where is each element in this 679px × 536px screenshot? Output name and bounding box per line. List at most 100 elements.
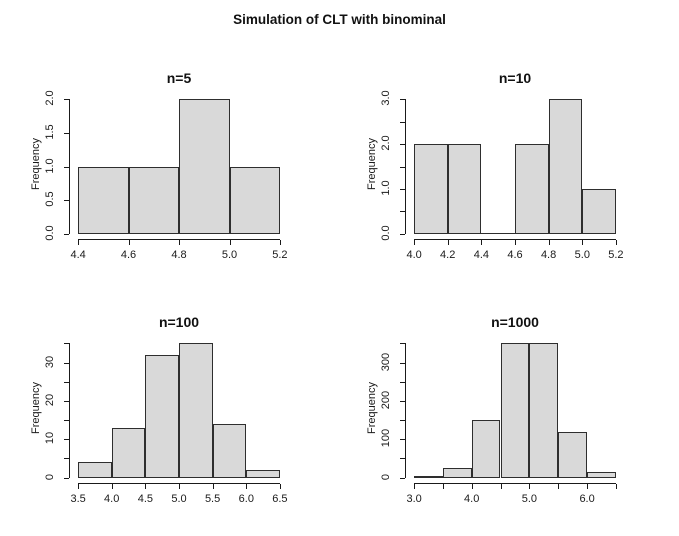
y-tick-label: 0 [44,473,56,480]
x-tick [548,240,550,245]
panel-n5: n=5 Frequency 4.4 4.6 4.8 5.0 5.2 0.0 0.5 1.0 1.… [6,48,338,286]
y-tick [64,200,69,202]
x-tick [615,484,617,489]
x-tick-label: 4.6 [120,249,137,261]
plot-area-n5: 4.4 4.6 4.8 5.0 5.2 0.0 0.5 1.0 1.5 2.0 [44,91,288,261]
x-tick [179,240,180,245]
y-tick-label: 2.0 [380,135,392,151]
histogram-bar [442,468,472,478]
y-tick-label: 0 [380,473,392,480]
x-tick-label: 5.0 [574,249,590,261]
y-tick-label: 30 [44,355,56,368]
x-tick [447,240,449,245]
x-tick-label: 4.6 [507,249,523,261]
plot-area-n10: 4.0 4.2 4.4 4.6 4.8 5.0 5.2 0.0 1.0 2.0 3.0 [380,91,624,261]
plot-area-n100: 3.5 4.0 4.5 5.0 5.5 6.0 6.5 0 10 20 30 [44,338,288,505]
x-axis-line [78,239,280,240]
y-axis-line [405,99,406,234]
x-tick [145,484,147,489]
y-tick [400,477,405,479]
histogram-bar [500,343,530,478]
y-axis-line [69,99,70,234]
x-tick-label: 5.2 [608,249,624,261]
x-tick [515,240,516,245]
panel-title-n5: n=5 [166,70,192,86]
x-tick [615,240,617,245]
x-axis-line [414,483,616,484]
x-axis-line [414,239,616,240]
y-tick [400,400,405,402]
y-tick [64,477,69,479]
x-tick [78,240,80,245]
y-axis-line [69,343,70,478]
histogram-bar [582,188,616,234]
x-tick-label: 4.8 [171,249,187,261]
x-tick [529,484,531,489]
x-tick [212,484,214,489]
x-tick-label: 6.0 [238,493,254,505]
x-tick [442,484,444,489]
y-axis-label: Frequency [30,382,42,434]
y-tick-label: 0.0 [44,224,56,241]
y-tick [400,343,405,345]
x-tick [587,484,589,489]
figure-title: Simulation of CLT with binominal [233,12,446,27]
y-tick [400,362,405,364]
y-tick [64,343,69,345]
y-tick [64,420,69,422]
x-tick-label: 4.0 [406,249,422,261]
y-tick-label: 2.0 [44,90,56,107]
y-tick [400,99,405,101]
x-tick-label: 5.0 [521,493,538,505]
x-tick [279,240,281,245]
x-tick-label: 5.0 [171,493,187,505]
y-tick [64,381,69,383]
y-tick [64,458,69,460]
y-tick [64,439,69,441]
panel-title-n10: n=10 [498,70,532,86]
y-tick [64,400,69,402]
histogram-bar [179,99,230,234]
histogram-bar-zero [481,232,515,234]
panel-title-n1000: n=1000 [491,314,539,330]
panel-title-n100: n=100 [158,314,200,330]
x-tick-label: 6.0 [579,493,595,505]
x-tick [78,484,80,489]
histogram-bar [78,166,129,234]
x-tick-label: 4.5 [137,493,154,505]
histogram-bar [548,99,583,234]
x-tick [481,240,483,245]
histogram-bar [414,144,448,234]
histogram-bar [111,427,146,478]
x-tick-label: 5.0 [221,249,238,261]
histogram-bar [229,166,280,234]
y-tick-label: 20 [44,393,56,407]
x-tick [414,240,416,245]
x-tick-label: 4.8 [540,249,557,261]
y-tick-label: 1.5 [44,124,56,140]
x-axis-line [78,483,280,484]
panel-n100: n=100 Frequency 3.5 4.0 4.5 5.0 5.5 6.0 6.5 0 10… [6,292,338,530]
y-tick-label: 0.5 [44,191,56,207]
y-tick-label: 200 [380,390,392,410]
y-tick-label: 300 [380,352,392,371]
x-tick [246,484,248,489]
plot-area-n1000: 3.0 4.0 5.0 6.0 0 100 200 300 [380,338,624,505]
x-tick [558,484,560,489]
x-tick-label: 4.2 [440,249,456,261]
x-tick [229,240,231,245]
x-tick-label: 5.2 [272,249,288,261]
histogram-bar [558,431,588,478]
x-tick [111,484,113,489]
x-tick-label: 3.0 [406,493,422,505]
x-tick-label: 5.5 [204,493,221,505]
x-tick-label: 3.5 [70,493,86,505]
y-tick-label: 10 [44,432,56,445]
x-tick [279,484,281,489]
y-tick [64,362,69,364]
y-tick [400,211,405,213]
y-tick [64,166,69,168]
histogram-bar [145,354,179,478]
panel-n10: n=10 Frequency 4.0 4.2 4.4 4.6 4.8 5.0 5.2 0.0 1… [342,48,674,286]
y-tick [64,233,69,235]
